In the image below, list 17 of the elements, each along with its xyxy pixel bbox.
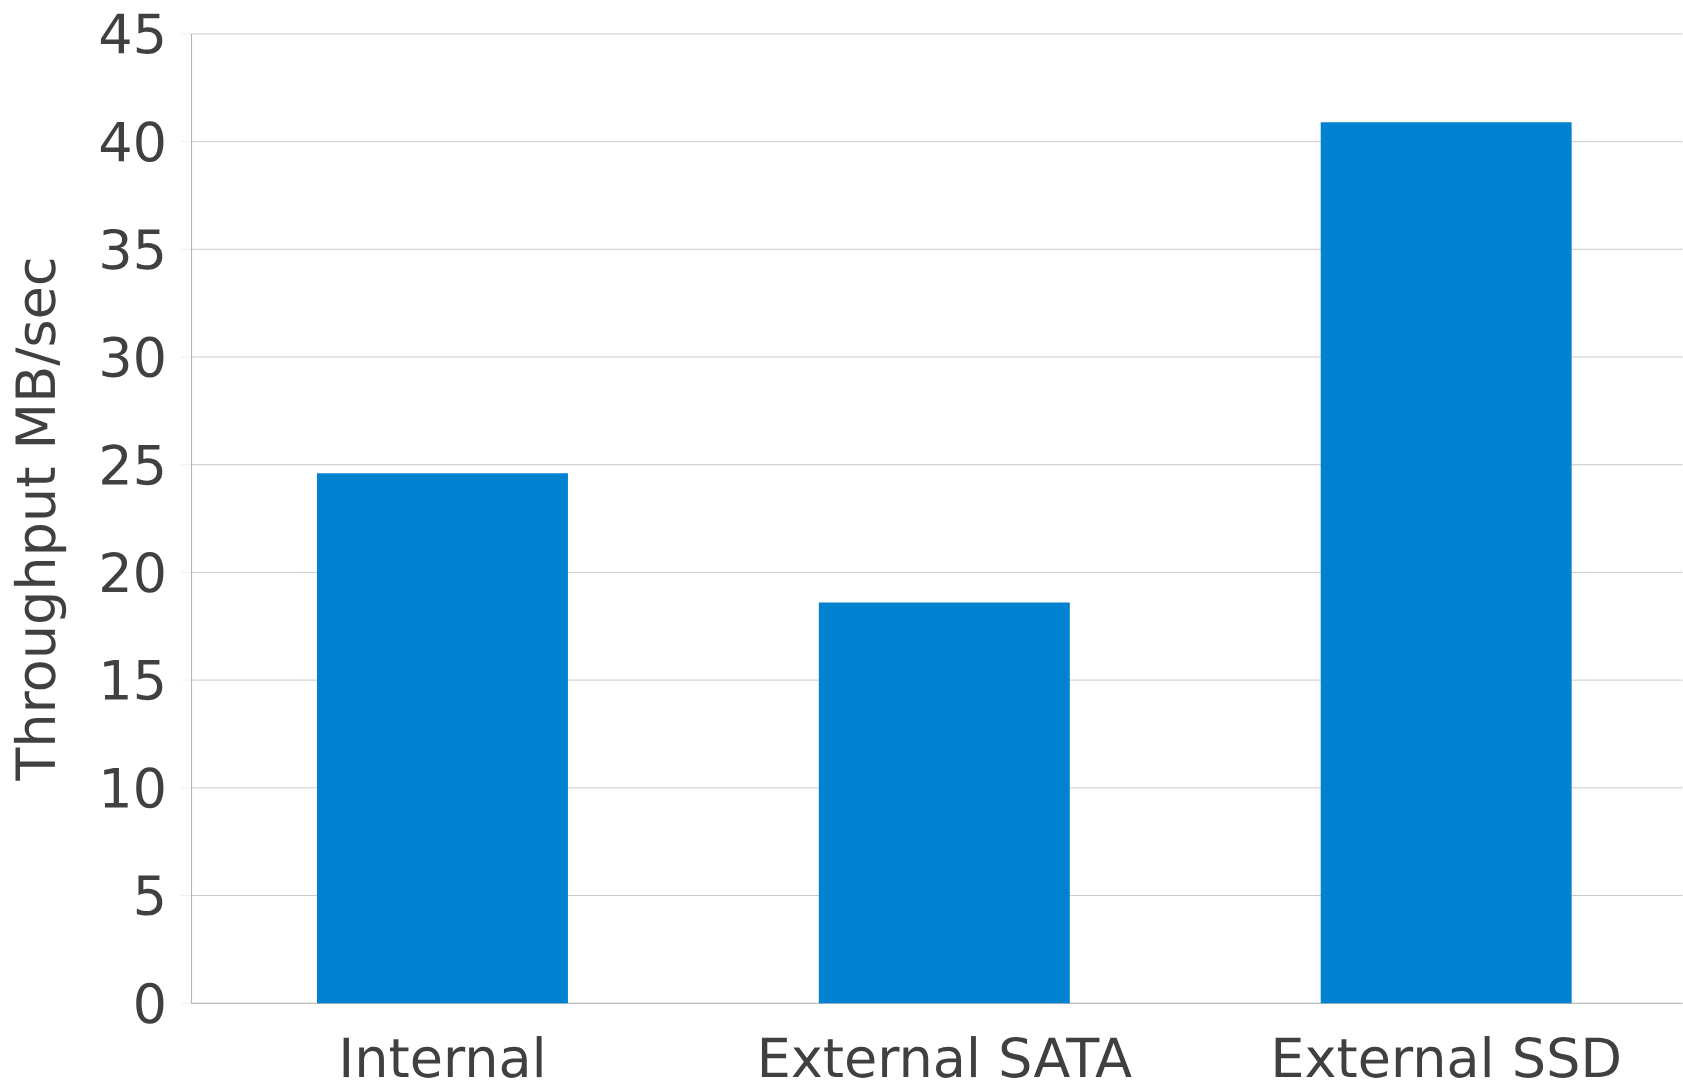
- y-tick-label: 30: [102, 336, 164, 378]
- bar: [317, 473, 568, 1004]
- y-tick-label: 35: [102, 229, 163, 270]
- y-axis-title: Throughput MB/sec: [13, 259, 67, 781]
- y-tick-label: 25: [102, 444, 163, 486]
- bar: [818, 602, 1070, 1004]
- bar: [1320, 122, 1572, 1004]
- y-tick-label: 45: [100, 13, 163, 55]
- x-tick-label: External SSD: [1275, 1036, 1619, 1079]
- y-tick-label: 0: [136, 982, 164, 1024]
- y-tick-label: 40: [100, 121, 164, 163]
- x-tick-label: Internal: [343, 1036, 542, 1079]
- y-tick-label: 5: [136, 875, 163, 916]
- x-tick-label: External SATA: [761, 1036, 1132, 1079]
- y-tick-label: 10: [104, 767, 164, 809]
- y-tick-label: 20: [102, 552, 164, 593]
- y-tick-label: 15: [104, 660, 163, 701]
